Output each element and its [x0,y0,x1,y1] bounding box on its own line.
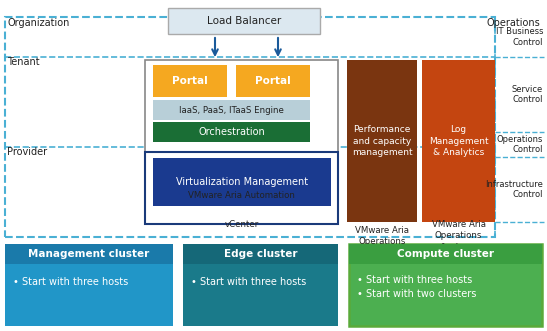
Text: Orchestration: Orchestration [198,127,265,137]
Text: Log
Management
& Analytics: Log Management & Analytics [429,125,488,157]
Text: Management cluster: Management cluster [28,249,150,259]
Text: Virtualization Management: Virtualization Management [176,177,308,187]
Bar [349,244,542,326]
Text: Service
Control: Service Control [512,85,543,104]
Text: Compute cluster: Compute cluster [397,249,494,259]
Bar [145,60,338,195]
Bar [5,244,173,264]
Text: vCenter: vCenter [224,220,259,229]
Text: • Start with three hosts: • Start with three hosts [13,277,128,287]
Text: Portal: Portal [172,76,208,86]
Bar [153,100,310,120]
Bar [422,60,495,222]
Text: Infrastructure
Control: Infrastructure Control [485,180,543,199]
Text: • Start with two clusters: • Start with two clusters [357,289,476,299]
Text: • Start with three hosts: • Start with three hosts [357,275,472,285]
Bar [347,60,417,222]
Text: Portal: Portal [255,76,291,86]
Bar [153,65,227,97]
Text: IaaS, PaaS, ITaaS Engine: IaaS, PaaS, ITaaS Engine [179,106,284,115]
Bar [168,8,320,34]
Text: VMware Aria
Operations
for Logs: VMware Aria Operations for Logs [432,220,486,252]
Bar [5,17,495,237]
Bar [153,122,310,142]
Bar [236,65,310,97]
Text: Operations: Operations [486,18,540,28]
Text: Operations
Control: Operations Control [497,135,543,154]
Bar [153,158,331,206]
Text: Edge cluster: Edge cluster [224,249,297,259]
Text: Performance
and capacity
management: Performance and capacity management [352,125,412,157]
Text: • Start with three hosts: • Start with three hosts [191,277,306,287]
Bar [349,244,542,264]
Text: VMware Aria Automation: VMware Aria Automation [188,191,295,200]
Bar [183,244,338,264]
Text: Tenant: Tenant [7,57,39,67]
Text: Provider: Provider [7,147,47,157]
Text: VMware Aria
Operations: VMware Aria Operations [355,226,409,246]
Bar [5,244,173,326]
Bar [183,244,338,326]
Bar [145,152,338,224]
Text: IT Business
Control: IT Business Control [496,27,543,47]
Text: Organization: Organization [7,18,69,28]
Text: Load Balancer: Load Balancer [207,16,281,26]
